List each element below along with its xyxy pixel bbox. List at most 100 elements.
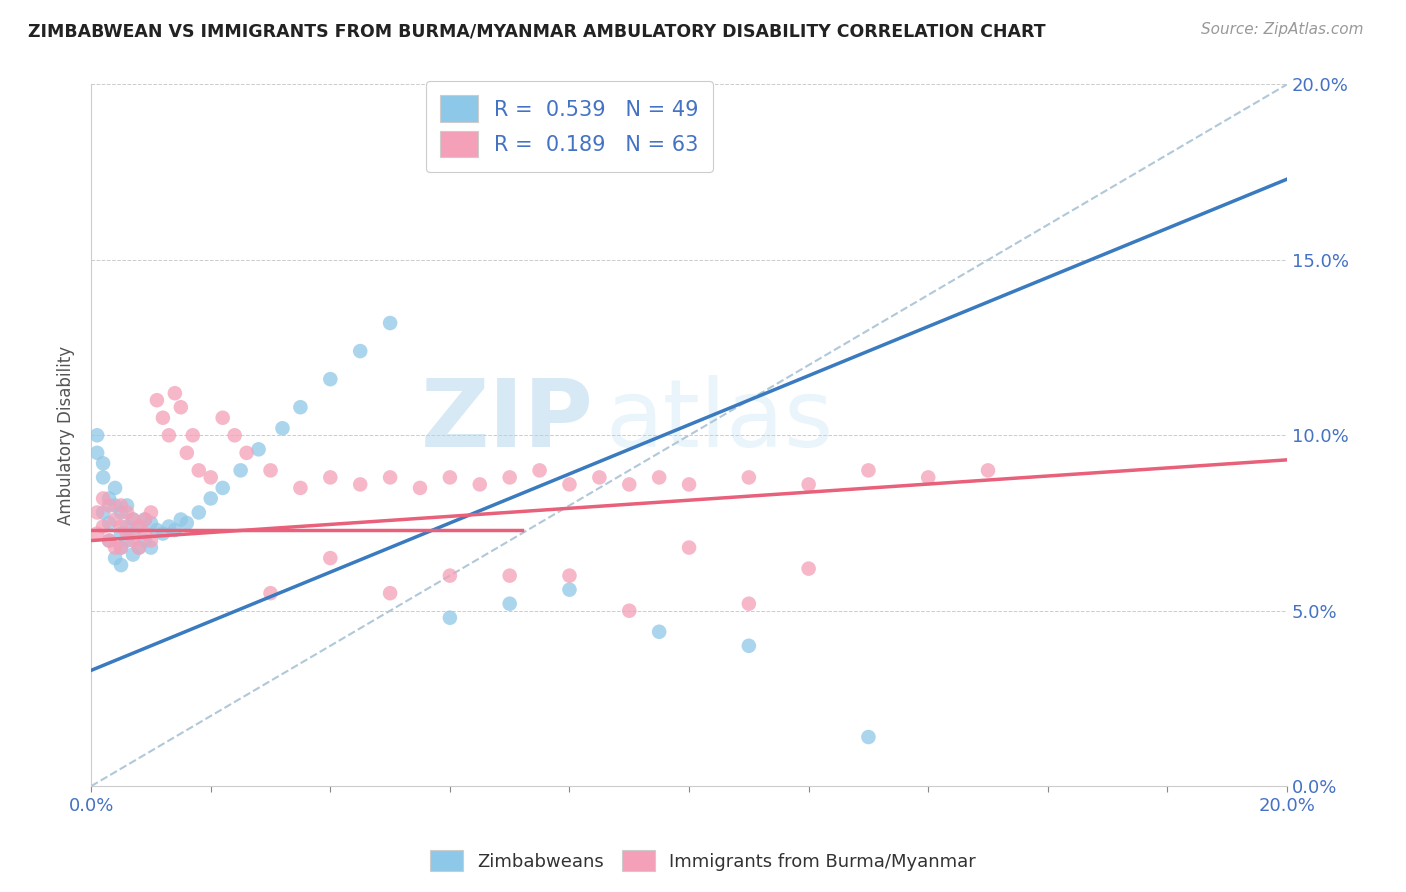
Point	[176, 516, 198, 530]
Point	[558, 477, 581, 491]
Point	[91, 470, 114, 484]
Point	[678, 477, 700, 491]
Point	[163, 523, 186, 537]
Point	[439, 568, 461, 582]
Point	[98, 491, 121, 506]
Point	[152, 410, 174, 425]
Point	[110, 519, 132, 533]
Point	[128, 541, 150, 555]
Point	[797, 477, 820, 491]
Point	[176, 446, 198, 460]
Point	[139, 533, 162, 548]
Point	[977, 463, 1000, 477]
Point	[738, 597, 761, 611]
Point	[797, 561, 820, 575]
Point	[128, 519, 150, 533]
Point	[259, 586, 281, 600]
Point	[134, 526, 156, 541]
Point	[619, 477, 641, 491]
Y-axis label: Ambulatory Disability: Ambulatory Disability	[58, 346, 75, 524]
Point	[157, 519, 180, 533]
Point	[91, 519, 114, 533]
Point	[86, 428, 108, 442]
Point	[115, 533, 138, 548]
Point	[499, 568, 522, 582]
Point	[91, 506, 114, 520]
Point	[235, 446, 257, 460]
Point	[86, 526, 108, 541]
Point	[91, 491, 114, 506]
Point	[86, 446, 108, 460]
Point	[98, 499, 121, 513]
Point	[139, 506, 162, 520]
Point	[200, 491, 222, 506]
Point	[319, 372, 342, 386]
Point	[619, 604, 641, 618]
Point	[139, 541, 162, 555]
Point	[86, 506, 108, 520]
Text: Source: ZipAtlas.com: Source: ZipAtlas.com	[1201, 22, 1364, 37]
Text: ZIP: ZIP	[420, 376, 593, 467]
Point	[157, 428, 180, 442]
Point	[378, 586, 401, 600]
Point	[110, 541, 132, 555]
Point	[91, 456, 114, 470]
Point	[439, 470, 461, 484]
Point	[558, 568, 581, 582]
Point	[146, 523, 169, 537]
Point	[319, 470, 342, 484]
Point	[110, 541, 132, 555]
Point	[290, 401, 312, 415]
Point	[917, 470, 939, 484]
Point	[738, 470, 761, 484]
Point	[134, 533, 156, 548]
Point	[122, 533, 145, 548]
Point	[229, 463, 252, 477]
Point	[499, 597, 522, 611]
Point	[98, 533, 121, 548]
Point	[378, 470, 401, 484]
Point	[170, 512, 193, 526]
Point	[170, 401, 193, 415]
Point	[104, 541, 127, 555]
Point	[588, 470, 610, 484]
Point	[200, 470, 222, 484]
Point	[187, 506, 209, 520]
Point	[648, 470, 671, 484]
Point	[499, 470, 522, 484]
Point	[678, 541, 700, 555]
Point	[163, 386, 186, 401]
Point	[110, 526, 132, 541]
Point	[224, 428, 246, 442]
Point	[181, 428, 204, 442]
Point	[104, 499, 127, 513]
Point	[858, 730, 880, 744]
Point	[529, 463, 551, 477]
Point	[247, 442, 270, 457]
Point	[115, 506, 138, 520]
Point	[738, 639, 761, 653]
Point	[139, 516, 162, 530]
Point	[259, 463, 281, 477]
Text: atlas: atlas	[606, 376, 834, 467]
Point	[122, 526, 145, 541]
Point	[98, 516, 121, 530]
Point	[134, 512, 156, 526]
Point	[152, 526, 174, 541]
Point	[104, 481, 127, 495]
Point	[146, 393, 169, 408]
Point	[349, 477, 371, 491]
Legend: R =  0.539   N = 49, R =  0.189   N = 63: R = 0.539 N = 49, R = 0.189 N = 63	[426, 81, 713, 172]
Point	[110, 499, 132, 513]
Point	[115, 499, 138, 513]
Point	[290, 481, 312, 495]
Point	[187, 463, 209, 477]
Point	[122, 548, 145, 562]
Point	[115, 526, 138, 541]
Point	[439, 611, 461, 625]
Point	[648, 624, 671, 639]
Point	[858, 463, 880, 477]
Point	[211, 410, 233, 425]
Point	[558, 582, 581, 597]
Point	[128, 519, 150, 533]
